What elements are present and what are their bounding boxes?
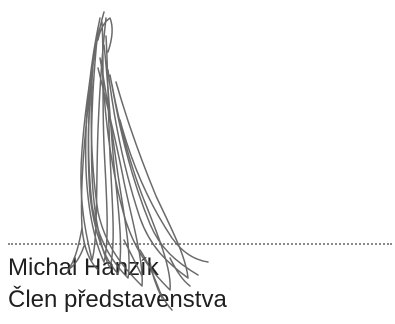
signature-line [8, 243, 392, 245]
signer-name: Michal Hanzík [8, 254, 159, 281]
signer-role: Člen představenstva [8, 286, 227, 313]
